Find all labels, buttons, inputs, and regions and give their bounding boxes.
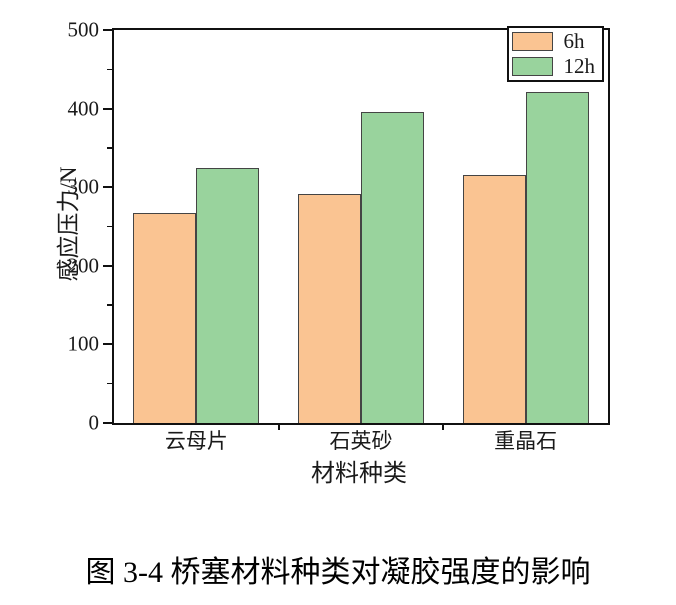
y-major-tick [103, 29, 112, 31]
legend-row: 6h [511, 29, 596, 53]
y-minor-tick [107, 225, 112, 228]
y-minor-tick [107, 382, 112, 385]
y-tick-label: 400 [67, 96, 100, 121]
y-minor-tick [107, 68, 112, 71]
bar-12h-2 [525, 92, 589, 423]
legend-swatch-6h [511, 32, 553, 51]
y-minor-tick [107, 147, 112, 149]
bar-12h-1 [361, 111, 424, 423]
y-major-tick [103, 422, 112, 424]
legend: 6h 12h [506, 26, 604, 82]
y-tick-label: 300 [67, 174, 100, 199]
legend-label: 6h [563, 29, 585, 53]
y-tick-label: 500 [67, 17, 100, 42]
x-minor-tick [277, 425, 280, 430]
y-tick-label: 200 [67, 253, 100, 278]
y-major-tick [103, 186, 112, 189]
x-tick-label: 重晶石 [494, 429, 558, 453]
bar-12h-0 [196, 167, 260, 423]
y-tick-label: 100 [67, 331, 100, 356]
legend-row: 12h [511, 54, 596, 78]
y-major-tick [103, 264, 112, 267]
figure-caption: 图 3-4 桥塞材料种类对凝胶强度的影响 [85, 556, 591, 589]
x-tick-label: 石英砂 [329, 429, 393, 453]
bar-6h-0 [133, 213, 197, 423]
legend-swatch-12h [511, 57, 553, 76]
y-minor-tick [107, 304, 112, 306]
bar-6h-1 [298, 194, 361, 423]
plot-area: 0 100 200 300 400 500 云母片 石英砂 重晶石 6h 12h [68, 19, 610, 452]
y-major-tick [103, 343, 112, 346]
legend-label: 12h [563, 54, 596, 78]
x-axis-title: 材料种类 [311, 461, 407, 487]
x-tick-label: 云母片 [164, 429, 228, 453]
y-major-tick [103, 107, 112, 110]
y-tick-label: 0 [88, 410, 100, 435]
bar-6h-2 [462, 174, 526, 423]
x-minor-tick [442, 425, 445, 430]
